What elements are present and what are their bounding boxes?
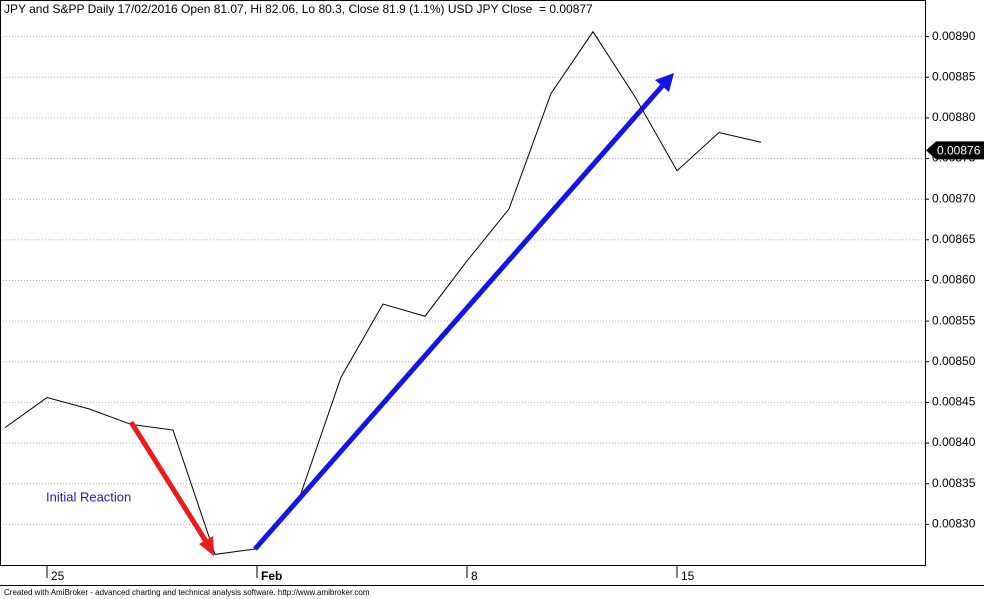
current-marker xyxy=(926,141,984,160)
plot-frame xyxy=(0,0,926,566)
grid xyxy=(0,36,925,525)
x-tick-label: 25 xyxy=(51,569,65,583)
y-tick-label: 0.00850 xyxy=(932,354,976,368)
y-tick-label: 0.00890 xyxy=(932,29,976,43)
chart-title: JPY and S&PP Daily 17/02/2016 Open 81.07… xyxy=(4,2,593,16)
y-tick-label: 0.00860 xyxy=(932,273,976,287)
annotation: Initial Reaction xyxy=(46,489,131,504)
red-arrow xyxy=(128,420,210,545)
y-tick-label: 0.00855 xyxy=(932,313,976,327)
x-tick-label: 15 xyxy=(681,569,695,583)
y-tick-label: 0.00870 xyxy=(932,191,976,205)
y-tick-label: 0.00880 xyxy=(932,110,976,124)
blue-arrow-head xyxy=(655,73,674,92)
current-marker-label: 0.00876 xyxy=(937,144,981,158)
y-tick-label: 0.00830 xyxy=(932,517,976,531)
x-tick-label: Feb xyxy=(261,569,282,583)
y-tick-label: 0.00885 xyxy=(932,69,976,83)
y-tick-label: 0.00865 xyxy=(932,232,976,246)
footer: Created with AmiBroker - advanced charti… xyxy=(4,588,370,597)
y-tick-label: 0.00840 xyxy=(932,435,976,449)
y-tick-label: 0.00835 xyxy=(932,476,976,490)
y-tick-label: 0.00845 xyxy=(932,395,976,409)
blue-arrow xyxy=(253,82,666,551)
x-tick-label: 8 xyxy=(471,569,478,583)
red-arrow-head xyxy=(199,536,214,556)
